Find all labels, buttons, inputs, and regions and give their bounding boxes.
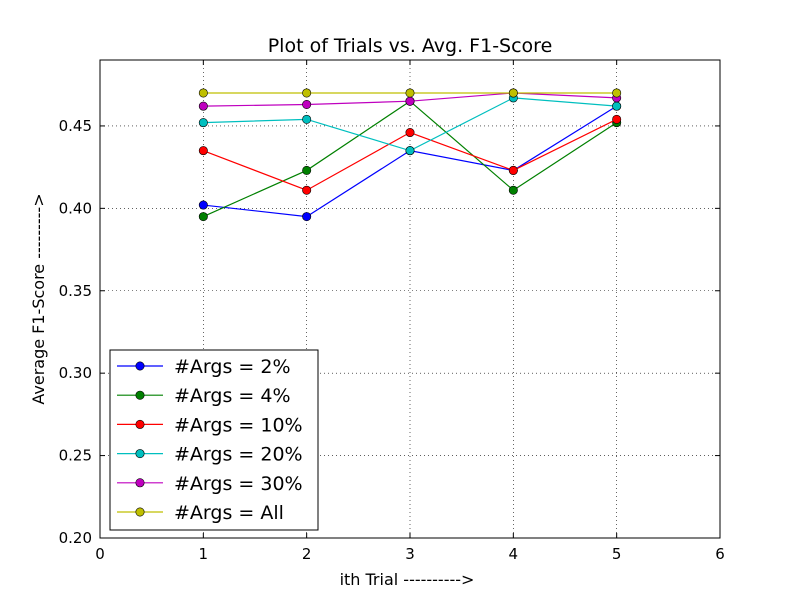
legend-label: #Args = 20% — [174, 444, 303, 466]
data-point — [302, 88, 312, 98]
series-group — [198, 96, 622, 222]
legend-marker — [135, 361, 145, 371]
y-tick-label: 0.40 — [59, 199, 92, 217]
y-tick-label: 0.30 — [59, 364, 92, 382]
data-point — [508, 165, 518, 175]
data-point — [198, 146, 208, 156]
axis-ticks: 0 1 2 3 4 5 6 0.20 0.25 0.30 0.35 0.40 0.45 — [59, 60, 725, 563]
legend: #Args = 2% #Args = 4% #Args = 10% #Args = 2… — [109, 349, 319, 531]
legend-item: #Args = All — [117, 502, 284, 524]
legend-label: #Args = 10% — [174, 414, 303, 436]
legend-label: #Args = 2% — [174, 356, 291, 378]
legend-box — [109, 349, 319, 531]
legend-label: #Args = 4% — [174, 385, 291, 407]
x-tick-label: 3 — [405, 545, 415, 563]
series-group — [198, 88, 622, 98]
series-line — [203, 100, 617, 218]
data-point — [612, 114, 622, 124]
data-point — [405, 88, 415, 98]
data-point — [612, 101, 622, 111]
series-group — [198, 114, 622, 195]
y-tick-label: 0.35 — [59, 282, 92, 300]
x-tick-label: 1 — [199, 545, 209, 563]
y-tick-label: 0.25 — [59, 447, 92, 465]
legend-item: #Args = 30% — [117, 473, 303, 495]
legend-marker — [135, 419, 145, 429]
legend-label: #Args = 30% — [174, 473, 303, 495]
data-point — [405, 146, 415, 156]
y-axis-title: Average F1-Score ---------> — [29, 193, 48, 404]
y-tick-label: 0.45 — [59, 117, 92, 135]
data-point — [302, 114, 312, 124]
data-point — [302, 212, 312, 222]
data-point — [198, 88, 208, 98]
legend-marker — [135, 449, 145, 459]
data-point — [302, 165, 312, 175]
x-tick-label: 4 — [509, 545, 519, 563]
data-point — [198, 200, 208, 210]
legend-marker — [135, 478, 145, 488]
x-tick-label: 0 — [95, 545, 105, 563]
chart-title: Plot of Trials vs. Avg. F1-Score — [268, 35, 553, 57]
data-point — [508, 88, 518, 98]
series-layer — [198, 88, 622, 222]
x-tick-label: 2 — [302, 545, 312, 563]
legend-marker — [135, 390, 145, 400]
x-tick-label: 5 — [612, 545, 622, 563]
data-point — [302, 185, 312, 195]
legend-item: #Args = 20% — [117, 444, 303, 466]
data-point — [612, 88, 622, 98]
data-point — [198, 212, 208, 222]
legend-marker — [135, 507, 145, 517]
data-point — [405, 96, 415, 106]
legend-label: #Args = All — [174, 502, 284, 524]
data-point — [198, 118, 208, 128]
data-point — [405, 128, 415, 138]
data-point — [302, 100, 312, 110]
data-point — [198, 101, 208, 111]
legend-item: #Args = 10% — [117, 414, 303, 436]
legend-item: #Args = 2% — [117, 356, 291, 378]
data-point — [508, 185, 518, 195]
x-tick-label: 6 — [715, 545, 725, 563]
legend-item: #Args = 4% — [117, 385, 291, 407]
x-axis-title: ith Trial ----------> — [340, 570, 475, 589]
y-tick-label: 0.20 — [59, 529, 92, 547]
